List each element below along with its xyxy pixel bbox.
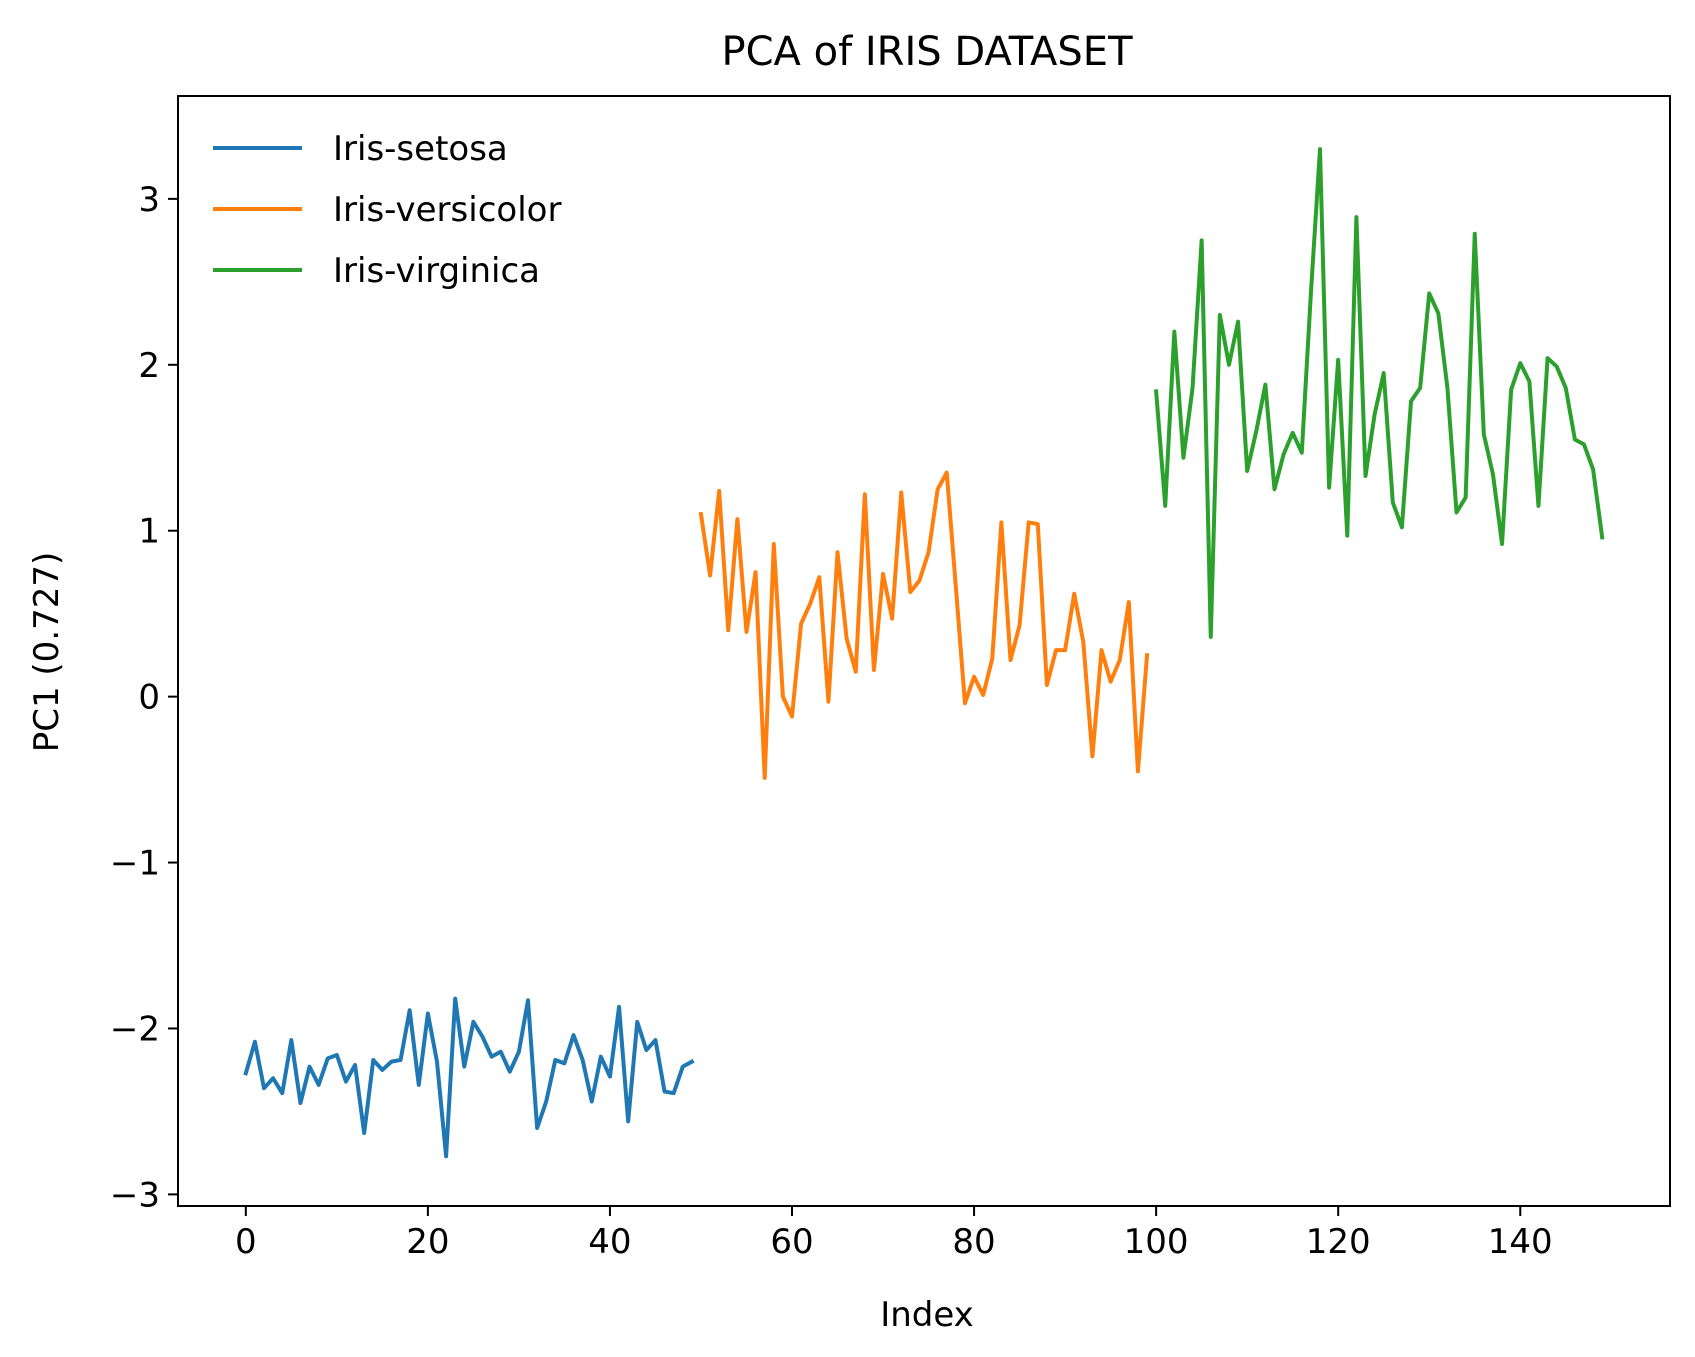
legend-label: Iris-versicolor — [333, 190, 561, 230]
chart-title: PCA of IRIS DATASET — [721, 29, 1133, 75]
series-line-3 — [1153, 147, 1605, 639]
legend: Iris-setosa Iris-versicolor Iris-virginica — [213, 129, 561, 291]
x-tick-label: 0 — [235, 1222, 257, 1262]
x-axis-label: Index — [880, 1295, 974, 1335]
x-axis: 0 20 40 60 80 100 120 140 — [235, 1206, 1553, 1262]
x-tick-label: 60 — [770, 1222, 813, 1262]
y-tick-label: −1 — [110, 844, 160, 884]
x-tick-label: 40 — [588, 1222, 631, 1262]
y-tick-label: 0 — [138, 678, 160, 718]
series-line-1 — [243, 996, 695, 1159]
y-tick-label: −2 — [110, 1009, 160, 1049]
y-tick-label: 2 — [138, 346, 160, 386]
plot-area — [177, 95, 1671, 1207]
y-axis: −3 −2 −1 0 1 2 3 — [110, 180, 178, 1215]
series-line-2 — [698, 470, 1150, 780]
x-tick-label: 140 — [1488, 1222, 1553, 1262]
y-tick-label: 1 — [138, 512, 160, 552]
y-axis-label: PC1 (0.727) — [27, 552, 67, 753]
x-tick-label: 100 — [1124, 1222, 1189, 1262]
plot-frame — [177, 95, 1671, 1207]
x-tick-label: 80 — [952, 1222, 995, 1262]
legend-label: Iris-virginica — [333, 251, 540, 291]
y-tick-label: −3 — [110, 1175, 160, 1215]
y-tick-label: 3 — [138, 180, 160, 220]
legend-label: Iris-setosa — [333, 129, 508, 169]
x-tick-label: 120 — [1306, 1222, 1371, 1262]
x-tick-label: 20 — [406, 1222, 449, 1262]
